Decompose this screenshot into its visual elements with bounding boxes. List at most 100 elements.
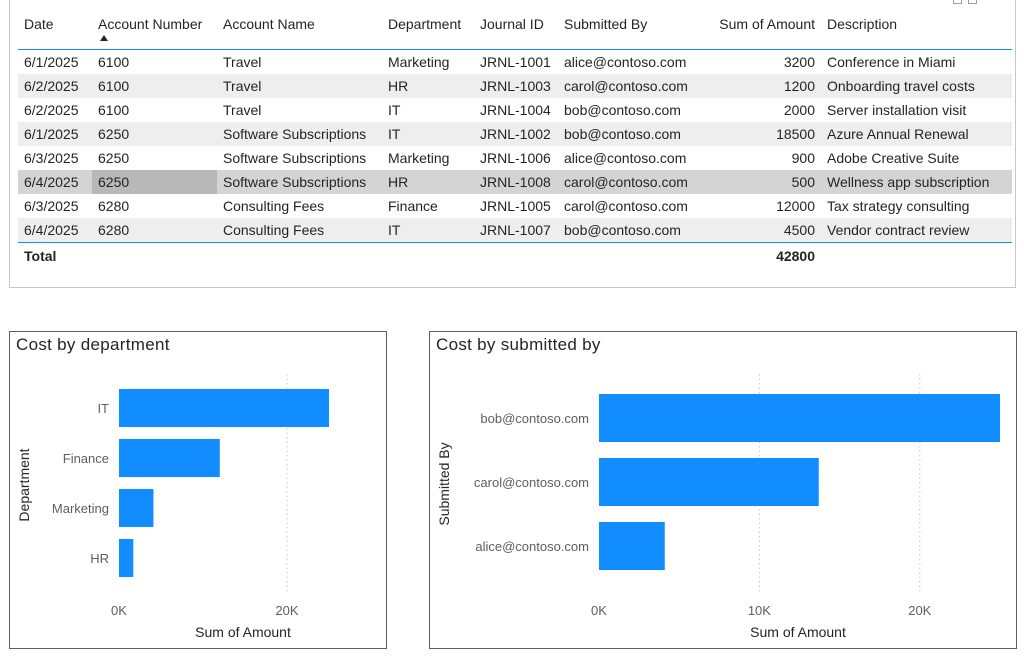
cell-description[interactable]: Tax strategy consulting	[827, 198, 970, 214]
cell-account-name[interactable]: Travel	[217, 74, 382, 98]
cell-description[interactable]: Adobe Creative Suite	[827, 150, 960, 166]
cell-account-name[interactable]: Consulting Fees	[217, 218, 382, 243]
cell-journal-id[interactable]: JRNL-1001	[480, 54, 551, 70]
cell-account-name[interactable]: Consulting Fees	[223, 198, 325, 214]
cell-sum-of-amount[interactable]: 900	[791, 150, 815, 166]
journal-table-visual[interactable]: Date Account Number Account Name Departm…	[9, 0, 1016, 288]
cell-account-number[interactable]: 6250	[92, 122, 217, 146]
total-empty-cell	[92, 243, 217, 270]
cell-date[interactable]: 6/3/2025	[24, 150, 79, 166]
cell-account-name[interactable]: Travel	[223, 102, 262, 118]
column-header-journal-id[interactable]: Journal ID	[474, 13, 558, 50]
cell-description[interactable]: Server installation visit	[827, 102, 967, 118]
cell-description[interactable]: Vendor contract review	[821, 218, 1012, 243]
bar-alice-contoso-com[interactable]	[599, 522, 665, 570]
cell-description[interactable]: Conference in Miami	[827, 54, 956, 70]
bar-carol-contoso-com[interactable]	[599, 458, 819, 506]
x-tick-label: 20K	[275, 603, 298, 618]
cell-sum-of-amount[interactable]: 500	[703, 170, 821, 194]
cell-submitted-by[interactable]: carol@contoso.com	[558, 170, 703, 194]
table-row[interactable]: 6/1/2025 6250 Software Subscriptions IT JRNL…	[18, 122, 1012, 146]
cell-journal-id[interactable]: JRNL-1004	[480, 102, 551, 118]
total-empty-cell	[821, 243, 1012, 270]
bar-marketing[interactable]	[119, 489, 154, 527]
cell-journal-id[interactable]: JRNL-1007	[474, 218, 558, 243]
cell-submitted-by[interactable]: alice@contoso.com	[564, 150, 687, 166]
cell-department[interactable]: HR	[382, 170, 474, 194]
bar-finance[interactable]	[119, 439, 220, 477]
chart-title: Cost by submitted by	[436, 335, 601, 354]
table-row[interactable]: 6/4/2025 6280 Consulting Fees IT JRNL-1007 bo…	[18, 218, 1012, 243]
cell-journal-id[interactable]: JRNL-1003	[474, 74, 558, 98]
table-row[interactable]: 6/2/2025 6100 Travel IT JRNL-1004 bob@contoso…	[18, 98, 1012, 122]
cell-submitted-by[interactable]: carol@contoso.com	[558, 74, 703, 98]
cell-submitted-by[interactable]: alice@contoso.com	[564, 54, 687, 70]
bar-hr[interactable]	[119, 539, 134, 577]
cost-by-submitted-by-chart[interactable]: Cost by submitted by bob@contoso.com caro…	[429, 331, 1017, 649]
focus-mode-icon[interactable]	[968, 0, 977, 4]
cell-sum-of-amount[interactable]: 3200	[783, 54, 815, 70]
cell-account-name[interactable]: Software Subscriptions	[223, 150, 367, 166]
cell-department[interactable]: Finance	[388, 198, 438, 214]
cell-account-number[interactable]: 6250	[92, 170, 217, 194]
cell-description[interactable]: Wellness app subscription	[821, 170, 1012, 194]
total-empty-cell	[558, 243, 703, 270]
cell-account-name[interactable]: Software Subscriptions	[217, 122, 382, 146]
cell-date[interactable]: 6/3/2025	[24, 198, 79, 214]
cell-account-number[interactable]: 6280	[98, 198, 130, 214]
cell-department[interactable]: Marketing	[388, 150, 450, 166]
cell-submitted-by[interactable]: bob@contoso.com	[558, 218, 703, 243]
cell-description[interactable]: Onboarding travel costs	[821, 74, 1012, 98]
cell-department[interactable]: IT	[382, 122, 474, 146]
cell-account-number[interactable]: 6100	[98, 102, 130, 118]
cell-sum-of-amount[interactable]: 2000	[783, 102, 815, 118]
column-header-submitted-by[interactable]: Submitted By	[558, 13, 703, 50]
cost-by-department-chart[interactable]: Cost by department IT Finance Marketing HR 0…	[9, 331, 387, 649]
table-row[interactable]: 6/3/2025 6280 Consulting Fees Finance JRNL-1…	[18, 194, 1012, 218]
cell-account-number[interactable]: 6100	[92, 74, 217, 98]
cell-account-number[interactable]: 6250	[98, 150, 130, 166]
cell-account-name[interactable]: Travel	[223, 54, 262, 70]
cell-department[interactable]: Marketing	[388, 54, 450, 70]
cell-journal-id[interactable]: JRNL-1006	[480, 150, 551, 166]
table-row[interactable]: 6/2/2025 6100 Travel HR JRNL-1003 carol@conto…	[18, 74, 1012, 98]
table-row[interactable]: 6/4/2025 6250 Software Subscriptions HR JRNL…	[18, 170, 1012, 194]
cell-date[interactable]: 6/1/2025	[18, 122, 92, 146]
category-label: IT	[97, 401, 109, 416]
cell-date[interactable]: 6/2/2025	[24, 102, 79, 118]
visual-header-icons[interactable]	[953, 0, 977, 4]
cell-sum-of-amount[interactable]: 1200	[703, 74, 821, 98]
column-header-date[interactable]: Date	[18, 13, 92, 50]
cell-sum-of-amount[interactable]: 18500	[703, 122, 821, 146]
cell-sum-of-amount[interactable]: 12000	[776, 198, 815, 214]
x-tick-label: 0K	[111, 603, 127, 618]
cell-submitted-by[interactable]: carol@contoso.com	[564, 198, 688, 214]
cell-journal-id[interactable]: JRNL-1008	[474, 170, 558, 194]
column-header-description[interactable]: Description	[821, 13, 1012, 50]
cell-department[interactable]: IT	[382, 218, 474, 243]
cell-date[interactable]: 6/2/2025	[18, 74, 92, 98]
cell-account-number[interactable]: 6280	[92, 218, 217, 243]
table-row[interactable]: 6/1/2025 6100 Travel Marketing JRNL-1001 alic…	[18, 50, 1012, 75]
filter-icon[interactable]	[953, 0, 962, 4]
column-header-account-name[interactable]: Account Name	[217, 13, 382, 50]
cell-submitted-by[interactable]: bob@contoso.com	[558, 122, 703, 146]
cell-date[interactable]: 6/4/2025	[18, 218, 92, 243]
cell-account-number[interactable]: 6100	[98, 54, 130, 70]
bar-it[interactable]	[119, 389, 329, 427]
cell-journal-id[interactable]: JRNL-1002	[474, 122, 558, 146]
cell-date[interactable]: 6/1/2025	[24, 54, 79, 70]
column-header-sum-of-amount[interactable]: Sum of Amount	[703, 13, 821, 50]
cell-sum-of-amount[interactable]: 4500	[703, 218, 821, 243]
cell-submitted-by[interactable]: bob@contoso.com	[564, 102, 681, 118]
cell-date[interactable]: 6/4/2025	[18, 170, 92, 194]
cell-department[interactable]: HR	[382, 74, 474, 98]
cell-department[interactable]: IT	[388, 102, 401, 118]
column-header-account-number[interactable]: Account Number	[92, 13, 217, 50]
cell-journal-id[interactable]: JRNL-1005	[480, 198, 551, 214]
column-header-department[interactable]: Department	[382, 13, 474, 50]
cell-description[interactable]: Azure Annual Renewal	[821, 122, 1012, 146]
cell-account-name[interactable]: Software Subscriptions	[217, 170, 382, 194]
bar-bob-contoso-com[interactable]	[599, 394, 1000, 442]
table-row[interactable]: 6/3/2025 6250 Software Subscriptions Market…	[18, 146, 1012, 170]
